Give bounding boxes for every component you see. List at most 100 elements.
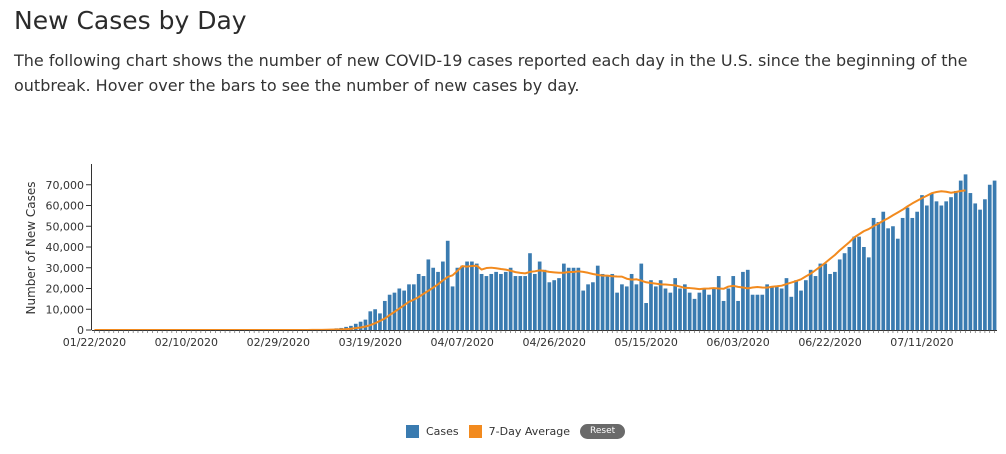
cases-bar[interactable] — [910, 217, 915, 330]
cases-bar[interactable] — [987, 184, 992, 330]
cases-bar[interactable] — [382, 300, 387, 330]
cases-bar[interactable] — [968, 193, 973, 330]
cases-bar[interactable] — [600, 273, 605, 330]
cases-bar[interactable] — [876, 222, 881, 330]
cases-bar[interactable] — [595, 265, 600, 330]
cases-bar[interactable] — [828, 273, 832, 330]
cases-bar[interactable] — [581, 290, 586, 330]
cases-bar[interactable] — [857, 236, 861, 331]
cases-bar[interactable] — [542, 269, 547, 330]
cases-bar[interactable] — [939, 205, 944, 331]
cases-bar[interactable] — [571, 267, 576, 330]
cases-bar[interactable] — [794, 280, 798, 330]
cases-bar[interactable] — [537, 261, 542, 330]
cases-bar[interactable] — [586, 284, 590, 330]
cases-bar[interactable] — [866, 257, 871, 331]
cases-bar[interactable] — [644, 303, 648, 330]
cases-bar[interactable] — [881, 211, 886, 330]
cases-bar[interactable] — [489, 273, 494, 330]
cases-bar[interactable] — [837, 259, 842, 330]
cases-bar[interactable] — [799, 290, 803, 330]
cases-bar[interactable] — [905, 207, 910, 330]
cases-bar[interactable] — [852, 236, 857, 331]
cases-bar[interactable] — [460, 265, 465, 330]
cases-bar[interactable] — [566, 267, 571, 330]
cases-bar[interactable] — [949, 197, 953, 330]
cases-bar[interactable] — [847, 247, 852, 330]
cases-bar[interactable] — [639, 263, 644, 330]
cases-bar[interactable] — [615, 292, 619, 330]
cases-bar[interactable] — [663, 288, 668, 331]
cases-bar[interactable] — [818, 263, 823, 330]
cases-bar[interactable] — [770, 286, 774, 330]
cases-bar[interactable] — [518, 276, 523, 330]
cases-bar[interactable] — [576, 267, 581, 330]
cases-bar[interactable] — [484, 276, 489, 330]
cases-bar[interactable] — [707, 294, 711, 330]
cases-bar[interactable] — [823, 263, 828, 330]
cases-bar[interactable] — [528, 253, 532, 330]
cases-bar[interactable] — [470, 261, 474, 330]
cases-bar[interactable] — [431, 267, 436, 330]
cases-bar[interactable] — [557, 278, 561, 331]
cases-bar[interactable] — [978, 209, 982, 330]
cases-bar[interactable] — [411, 284, 416, 330]
cases-bar[interactable] — [958, 180, 963, 330]
cases-bar[interactable] — [789, 296, 794, 330]
cases-bar[interactable] — [804, 280, 808, 330]
cases-bar[interactable] — [929, 193, 934, 330]
cases-bar[interactable] — [915, 211, 919, 330]
cases-bar[interactable] — [591, 282, 595, 330]
cases-bar[interactable] — [629, 273, 634, 330]
cases-bar[interactable] — [421, 276, 426, 330]
cases-bar[interactable] — [924, 205, 929, 331]
cases-bar[interactable] — [552, 280, 557, 330]
cases-bar[interactable] — [668, 292, 673, 330]
cases-bar[interactable] — [624, 286, 629, 330]
cases-bar[interactable] — [445, 240, 450, 330]
cases-bar[interactable] — [416, 273, 421, 330]
cases-bar[interactable] — [363, 319, 368, 331]
cases-bar[interactable] — [658, 280, 663, 330]
cases-bar[interactable] — [716, 276, 721, 330]
cases-bar[interactable] — [436, 271, 440, 330]
cases-bar[interactable] — [755, 294, 760, 330]
cases-bar[interactable] — [353, 323, 358, 330]
cases-bar[interactable] — [954, 190, 958, 330]
cases-bar[interactable] — [407, 284, 411, 330]
cases-bar[interactable] — [886, 228, 890, 330]
cases-bar[interactable] — [610, 273, 615, 330]
cases-bar[interactable] — [508, 267, 513, 330]
cases-bar[interactable] — [441, 261, 445, 330]
cases-bar[interactable] — [358, 321, 363, 330]
cases-bar[interactable] — [741, 271, 745, 330]
cases-bar[interactable] — [683, 284, 687, 330]
cases-bar[interactable] — [721, 300, 726, 330]
legend-item-cases[interactable]: Cases — [406, 424, 459, 438]
reset-button[interactable]: Reset — [580, 423, 626, 439]
cases-bar[interactable] — [523, 276, 527, 330]
cases-bar[interactable] — [373, 309, 377, 330]
cases-bar[interactable] — [726, 288, 731, 331]
cases-bar[interactable] — [760, 294, 765, 330]
cases-bar[interactable] — [920, 195, 924, 331]
cases-bar[interactable] — [649, 280, 653, 330]
cases-bar[interactable] — [426, 259, 431, 330]
cases-bar[interactable] — [653, 286, 658, 330]
cases-bar[interactable] — [479, 273, 484, 330]
cases-bar[interactable] — [620, 284, 624, 330]
cases-bar[interactable] — [963, 174, 968, 331]
cases-bar[interactable] — [702, 288, 707, 331]
cases-bar[interactable] — [673, 278, 678, 331]
cases-bar[interactable] — [745, 269, 750, 330]
cases-bar[interactable] — [450, 286, 455, 330]
cases-bar[interactable] — [784, 278, 789, 331]
cases-bar[interactable] — [387, 294, 392, 330]
cases-bar[interactable] — [605, 276, 610, 330]
cases-bar[interactable] — [813, 276, 818, 330]
cases-bar[interactable] — [736, 300, 740, 330]
cases-bar[interactable] — [494, 271, 498, 330]
cases-bar[interactable] — [562, 263, 566, 330]
cases-bar[interactable] — [871, 217, 876, 330]
cases-bar[interactable] — [765, 284, 769, 330]
